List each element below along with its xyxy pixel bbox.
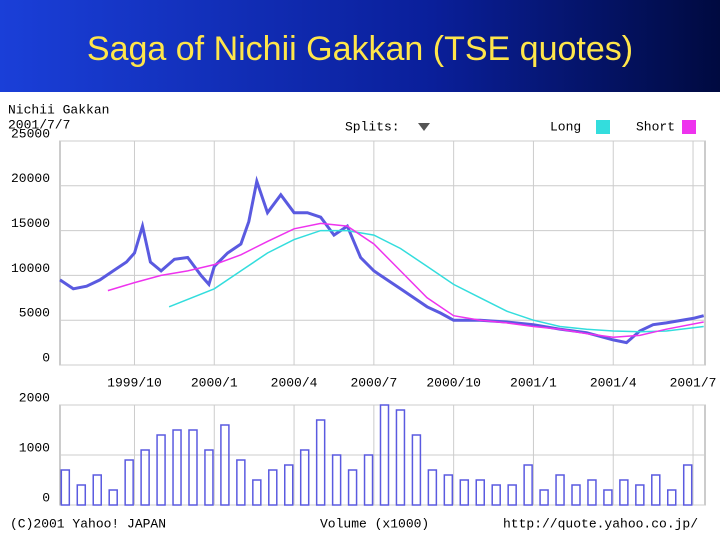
volume-bar: [92, 474, 102, 506]
volume-bar: [651, 474, 661, 506]
volume-bar: [555, 474, 565, 506]
volume-bar: [236, 459, 246, 506]
y-tick-label: 25000: [11, 126, 50, 141]
volume-bar: [539, 489, 549, 506]
volume-bar: [523, 464, 533, 506]
volume-bar: [108, 489, 118, 506]
y-tick-label: 10000: [11, 261, 50, 276]
y-tick-label: 15000: [11, 216, 50, 231]
legend-label: Long: [550, 119, 581, 134]
x-tick-label: 2000/10: [426, 375, 481, 390]
volume-bar: [204, 449, 214, 506]
volume-bar: [363, 454, 374, 506]
volume-label: Volume (x1000): [320, 516, 429, 531]
y-tick-label: 20000: [11, 171, 50, 186]
moving-average: [107, 222, 704, 338]
moving-average: [168, 229, 704, 333]
volume-bar: [347, 469, 358, 506]
legend-label: Short: [636, 119, 675, 134]
volume-bar: [252, 479, 262, 506]
volume-bar: [603, 489, 613, 506]
x-tick-label: 2000/4: [271, 375, 318, 390]
volume-bar: [283, 464, 294, 506]
volume-bar: [587, 479, 597, 506]
y-tick-label: 0: [42, 490, 50, 505]
x-tick-label: 2001/7: [670, 375, 717, 390]
volume-bar: [682, 464, 693, 506]
volume-bar: [491, 484, 501, 506]
company: Nichii Gakkan: [8, 102, 109, 117]
volume-bar: [156, 434, 166, 506]
volume-bar: [124, 459, 134, 506]
date: 2001/7/7: [8, 117, 70, 132]
volume-bar: [315, 419, 326, 506]
x-tick-label: 2000/1: [191, 375, 238, 390]
legend-swatch: [682, 120, 696, 134]
volume-bar: [76, 484, 87, 506]
x-tick-label: 2001/1: [510, 375, 557, 390]
volume-bar: [619, 479, 629, 506]
title-band: [0, 0, 720, 92]
y-tick-label: 2000: [19, 390, 50, 405]
volume-bar: [571, 484, 581, 506]
url: http://quote.yahoo.co.jp/: [503, 516, 698, 531]
chart: Nichii Gakkan 2001/7/7 Splits: (C)2001 Y…: [8, 102, 717, 531]
volume-bar: [635, 484, 645, 506]
y-tick-label: 5000: [19, 306, 50, 321]
volume-bar: [140, 449, 150, 506]
volume-bar: [395, 409, 406, 506]
splits-label: Splits:: [345, 119, 400, 134]
volume-bar: [188, 429, 198, 506]
slide-title: Saga of Nichii Gakkan (TSE quotes): [86, 30, 634, 68]
volume-bar: [299, 449, 310, 506]
volume-bar: [60, 469, 71, 506]
volume-bar: [331, 454, 342, 506]
volume-bar: [459, 479, 470, 506]
volume-bar: [475, 479, 485, 506]
x-tick-label: 2001/4: [590, 375, 637, 390]
y-tick-label: 0: [42, 350, 50, 365]
copyright: (C)2001 Yahoo! JAPAN: [10, 516, 166, 531]
legend-swatch: [596, 120, 610, 134]
volume-bar: [268, 469, 278, 506]
volume-bar: [507, 484, 517, 506]
volume-bar: [443, 474, 454, 506]
volume-bar: [172, 429, 182, 506]
volume-bar: [220, 424, 230, 506]
volume-bar: [427, 469, 438, 506]
volume-bar: [379, 404, 390, 506]
x-tick-label: 1999/10: [107, 375, 162, 390]
volume-bar: [411, 434, 422, 506]
splits-icon: [418, 123, 430, 131]
x-tick-label: 2000/7: [350, 375, 397, 390]
volume-bar: [667, 489, 677, 506]
y-tick-label: 1000: [19, 440, 50, 455]
